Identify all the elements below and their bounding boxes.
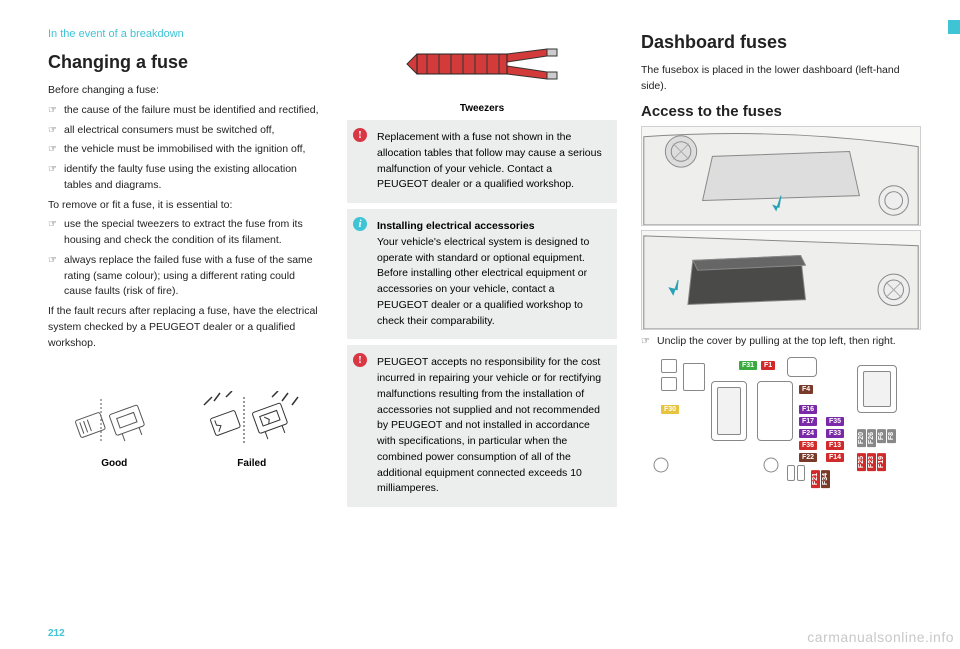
warning-text: PEUGEOT accepts no responsibility for th… [359,355,605,497]
fuse-label: F33 [826,429,844,438]
heading-access: Access to the fuses [641,103,921,120]
dashboard-bottom-figure [641,230,921,330]
bullet: the cause of the failure must be identif… [48,103,323,119]
good-caption: Good [69,458,159,469]
warning-text: Replacement with a fuse not shown in the… [359,130,605,193]
warning-icon: ! [353,128,367,142]
info-content: Installing electrical accessories Your v… [359,219,605,329]
bullets-before: the cause of the failure must be identif… [48,103,323,194]
bullet: identify the faulty fuse using the exist… [48,162,323,194]
tweezers-figure: Tweezers [347,34,617,114]
fuse-label: F17 [799,417,817,426]
section-label: In the event of a breakdown [48,28,323,40]
bullet: always replace the failed fuse with a fu… [48,253,323,300]
access-bullets: Unclip the cover by pulling at the top l… [641,334,921,350]
fuse-label: F22 [799,453,817,462]
fuse-figures: Good [48,391,323,469]
fuse-label: F35 [826,417,844,426]
info-title: Installing electrical accessories [377,220,535,232]
fuse-label: F8 [887,429,896,443]
column-middle: Tweezers ! Replacement with a fuse not s… [347,28,617,513]
watermark: carmanualsonline.info [807,629,954,645]
fuse-label: F4 [799,385,813,394]
fuse-label: F20 [857,429,866,447]
fuse-label: F13 [826,441,844,450]
intro-remove: To remove or fit a fuse, it is essential… [48,198,323,214]
heading-dashboard-fuses: Dashboard fuses [641,32,921,53]
bullet: use the special tweezers to extract the … [48,217,323,249]
page-content: In the event of a breakdown Changing a f… [0,0,960,523]
bullet: Unclip the cover by pulling at the top l… [641,334,921,350]
dashboard-intro: The fusebox is placed in the lower dashb… [641,63,921,95]
fuse-label: F14 [826,453,844,462]
bullet: all electrical consumers must be switche… [48,123,323,139]
tweezers-icon [397,34,567,94]
warning-responsibility: ! PEUGEOT accepts no responsibility for … [347,345,617,507]
fuse-label: F24 [799,429,817,438]
info-icon: i [353,217,367,231]
fuse-label: F6 [877,429,886,443]
column-right: Dashboard fuses The fusebox is placed in… [641,28,921,513]
warning-replacement: ! Replacement with a fuse not shown in t… [347,120,617,203]
fuse-label: F25 [857,453,866,471]
fuse-label: F31 [739,361,757,370]
info-body1: Your vehicle's electrical system is desi… [377,236,589,264]
bullets-remove: use the special tweezers to extract the … [48,217,323,300]
tweezers-caption: Tweezers [347,103,617,114]
fuse-label: F21 [811,470,820,488]
dashboard-bottom-icon [642,231,920,329]
intro-before: Before changing a fuse: [48,83,323,99]
info-accessories: i Installing electrical accessories Your… [347,209,617,339]
fuse-label: F34 [821,470,830,488]
dashboard-top-figure [641,126,921,226]
column-left: In the event of a breakdown Changing a f… [48,28,323,513]
good-fuse-icon [69,391,159,451]
fuse-label: F1 [761,361,775,370]
failed-fuse-icon [202,391,302,451]
fuse-label: F36 [799,441,817,450]
fuse-label: F16 [799,405,817,414]
recurs-note: If the fault recurs after replacing a fu… [48,304,323,351]
dashboard-top-icon [642,127,920,225]
fuse-label: F26 [867,429,876,447]
page-number: 212 [48,628,65,639]
fuse-label: F30 [661,405,679,414]
fuse-label: F23 [867,453,876,471]
failed-caption: Failed [202,458,302,469]
fuse-label: F19 [877,453,886,471]
heading-changing-fuse: Changing a fuse [48,52,323,73]
fuse-layout-diagram: F31 F1 F4 F30 F16 F17 F35 F24 F33 F36 F13 F22 F14 F20… [641,355,921,485]
info-body2: Before installing other electrical equip… [377,267,587,326]
bullet: the vehicle must be immobilised with the… [48,142,323,158]
